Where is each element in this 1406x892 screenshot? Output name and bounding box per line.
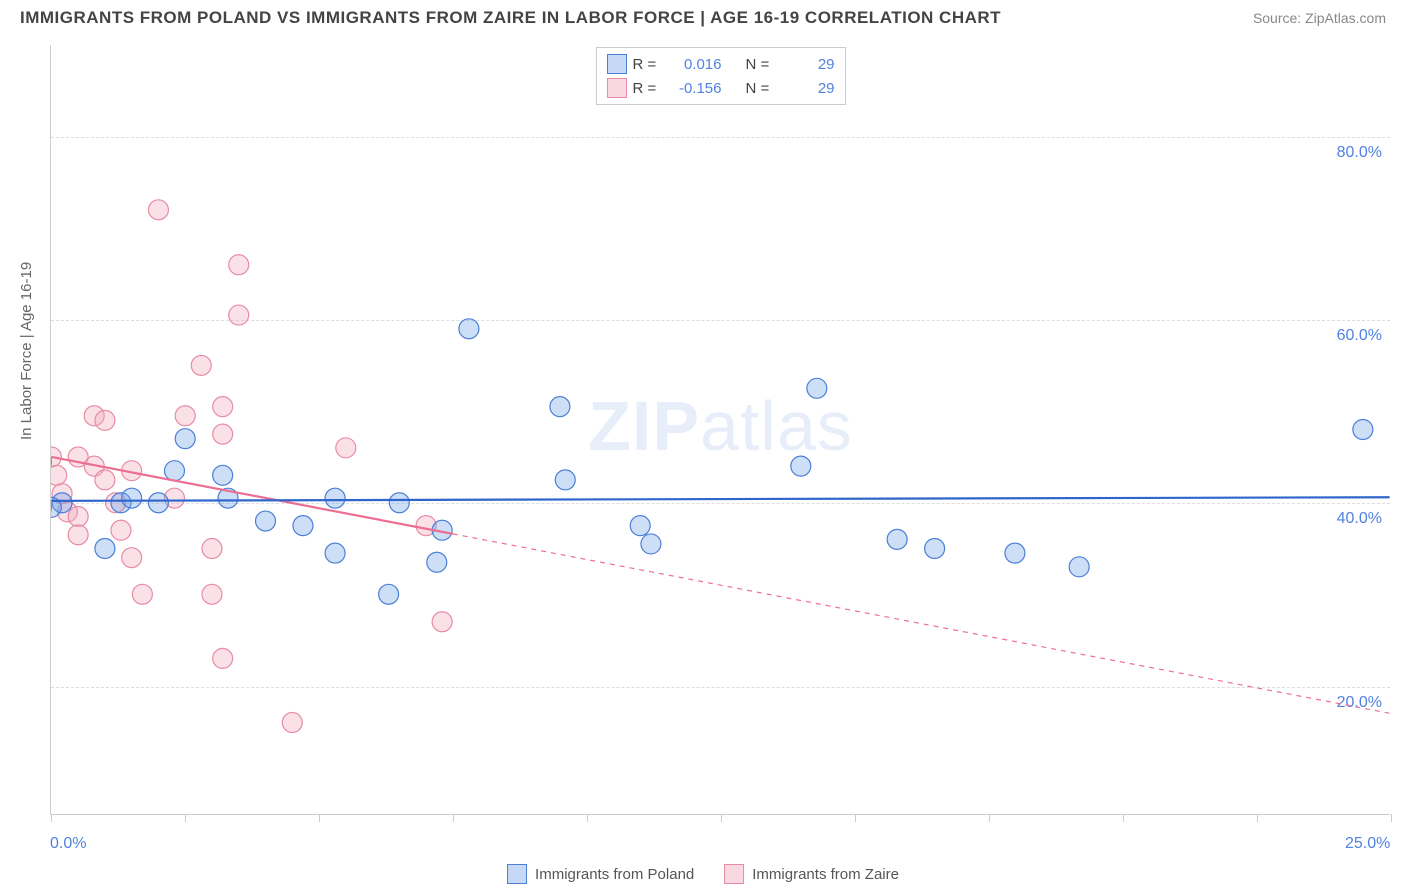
x-tick <box>319 814 320 822</box>
data-point <box>68 506 88 526</box>
data-point <box>191 355 211 375</box>
data-point <box>68 525 88 545</box>
x-tick <box>453 814 454 822</box>
data-point <box>132 584 152 604</box>
data-point <box>111 520 131 540</box>
data-point <box>925 539 945 559</box>
data-point <box>95 539 115 559</box>
data-point <box>379 584 399 604</box>
swatch-zaire <box>607 78 627 98</box>
data-point <box>807 378 827 398</box>
data-point <box>336 438 356 458</box>
data-point <box>122 488 142 508</box>
x-tick <box>1123 814 1124 822</box>
data-point <box>1353 420 1373 440</box>
n-label: N = <box>746 56 774 73</box>
n-label: N = <box>746 80 774 97</box>
data-point <box>791 456 811 476</box>
x-tick <box>185 814 186 822</box>
data-point <box>293 516 313 536</box>
zaire-r-value: -0.156 <box>667 80 722 97</box>
data-point <box>213 397 233 417</box>
legend-label-zaire: Immigrants from Zaire <box>752 866 899 883</box>
x-tick <box>587 814 588 822</box>
data-point <box>641 534 661 554</box>
legend-row-zaire: R = -0.156 N = 29 <box>607 76 835 100</box>
data-point <box>122 548 142 568</box>
x-tick-label: 0.0% <box>50 835 86 853</box>
data-point <box>555 470 575 490</box>
swatch-poland-icon <box>507 864 527 884</box>
x-tick <box>855 814 856 822</box>
data-point <box>1069 557 1089 577</box>
data-point <box>213 424 233 444</box>
data-point <box>887 529 907 549</box>
legend-row-poland: R = 0.016 N = 29 <box>607 52 835 76</box>
data-point <box>175 406 195 426</box>
data-point <box>148 200 168 220</box>
data-point <box>432 612 452 632</box>
poland-r-value: 0.016 <box>667 56 722 73</box>
data-point <box>325 543 345 563</box>
legend-item-zaire: Immigrants from Zaire <box>724 864 899 884</box>
data-point <box>95 470 115 490</box>
x-tick <box>1257 814 1258 822</box>
chart-plot-area: ZIPatlas R = 0.016 N = 29 R = -0.156 N =… <box>50 45 1390 815</box>
scatter-svg <box>51 45 1390 814</box>
data-point <box>1005 543 1025 563</box>
data-point <box>256 511 276 531</box>
data-point <box>427 552 447 572</box>
x-tick <box>989 814 990 822</box>
data-point <box>229 305 249 325</box>
r-label: R = <box>633 56 661 73</box>
x-tick <box>1391 814 1392 822</box>
poland-n-value: 29 <box>780 56 835 73</box>
data-point <box>389 493 409 513</box>
swatch-zaire-icon <box>724 864 744 884</box>
data-point <box>202 539 222 559</box>
x-tick-label: 25.0% <box>1345 835 1390 853</box>
data-point <box>202 584 222 604</box>
data-point <box>51 465 67 485</box>
data-point <box>550 397 570 417</box>
r-label: R = <box>633 80 661 97</box>
correlation-legend: R = 0.016 N = 29 R = -0.156 N = 29 <box>596 47 846 105</box>
x-tick <box>721 814 722 822</box>
chart-title: IMMIGRANTS FROM POLAND VS IMMIGRANTS FRO… <box>20 8 1001 28</box>
trend-line <box>51 497 1389 501</box>
data-point <box>282 712 302 732</box>
zaire-n-value: 29 <box>780 80 835 97</box>
data-point <box>630 516 650 536</box>
data-point <box>95 410 115 430</box>
data-point <box>165 461 185 481</box>
series-legend: Immigrants from Poland Immigrants from Z… <box>507 864 899 884</box>
data-point <box>148 493 168 513</box>
data-point <box>175 429 195 449</box>
data-point <box>213 465 233 485</box>
y-axis-label: In Labor Force | Age 16-19 <box>18 262 35 440</box>
data-point <box>213 648 233 668</box>
x-tick <box>51 814 52 822</box>
data-point <box>459 319 479 339</box>
legend-item-poland: Immigrants from Poland <box>507 864 694 884</box>
data-point <box>229 255 249 275</box>
legend-label-poland: Immigrants from Poland <box>535 866 694 883</box>
data-point <box>325 488 345 508</box>
swatch-poland <box>607 54 627 74</box>
source-label: Source: ZipAtlas.com <box>1253 10 1386 26</box>
trend-line <box>453 534 1390 713</box>
